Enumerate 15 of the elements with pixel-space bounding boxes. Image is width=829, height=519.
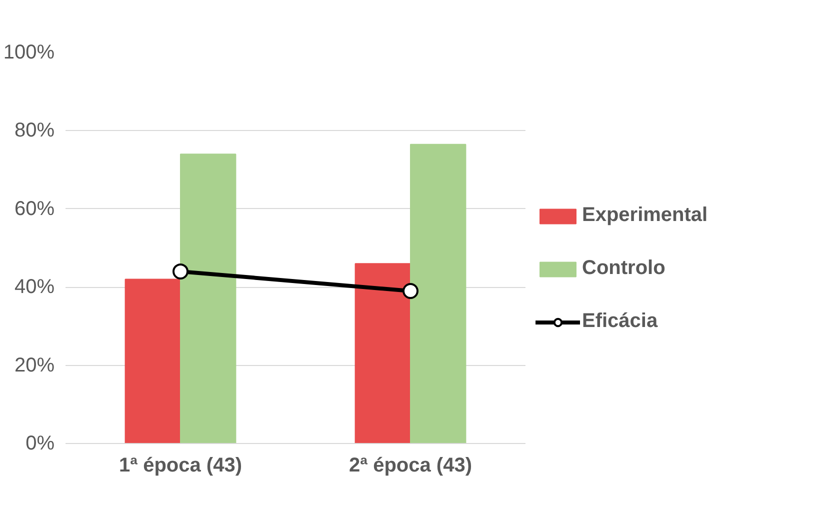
y-tick-label: 80% bbox=[14, 120, 55, 142]
legend-label: Controlo bbox=[582, 257, 666, 280]
y-tick-label: 20% bbox=[14, 354, 55, 376]
bar bbox=[410, 144, 466, 444]
y-tick-label: 40% bbox=[14, 276, 55, 298]
y-tick-label: 0% bbox=[26, 432, 55, 454]
legend-label: Eficácia bbox=[582, 310, 658, 333]
y-tick-label: 100% bbox=[3, 42, 55, 64]
bar bbox=[180, 154, 236, 444]
y-tick-label: 60% bbox=[14, 198, 55, 220]
bar bbox=[354, 263, 411, 444]
x-tick-label: 1ª época (43) bbox=[118, 454, 242, 476]
x-tick-label: 2ª época (43) bbox=[348, 454, 472, 476]
bar bbox=[124, 278, 181, 444]
legend-label: Experimental bbox=[582, 204, 708, 227]
